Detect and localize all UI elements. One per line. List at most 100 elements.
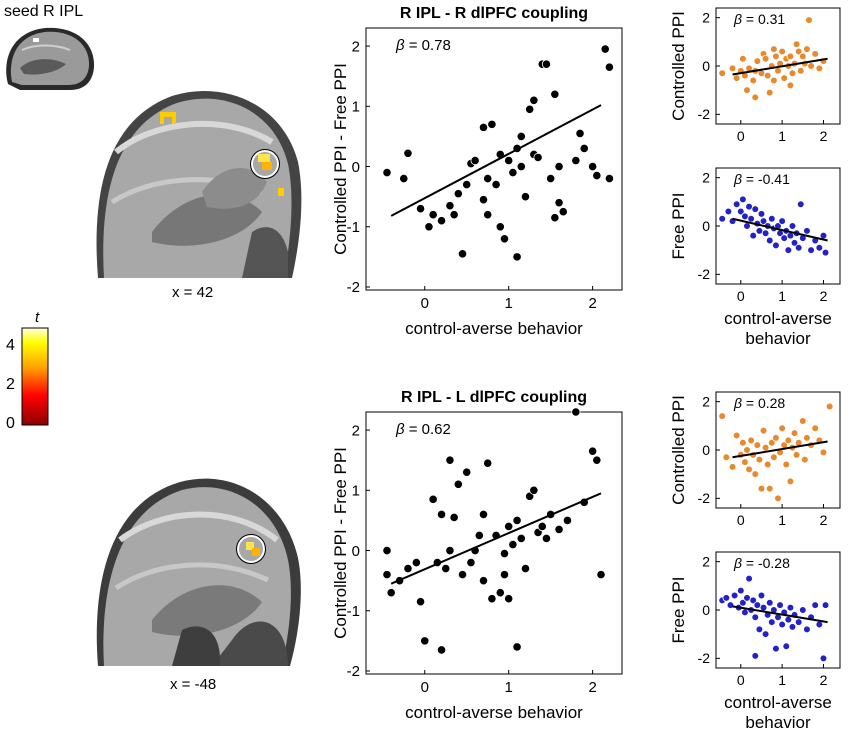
- y-axis-label: Controlled PPI: [669, 395, 688, 505]
- data-point: [807, 246, 815, 254]
- data-point: [508, 167, 518, 178]
- data-point: [441, 563, 451, 574]
- data-point: [403, 563, 413, 574]
- data-point: [774, 494, 782, 503]
- data-point: [749, 596, 757, 605]
- data-point: [600, 44, 610, 54]
- data-point: [483, 210, 493, 220]
- data-point: [474, 530, 484, 541]
- data-point: [755, 227, 764, 235]
- data-point: [739, 438, 747, 447]
- data-point: [541, 533, 552, 544]
- data-point: [792, 451, 801, 459]
- beta-value: = -0.41: [742, 171, 790, 187]
- data-point: [780, 74, 788, 82]
- data-point: [765, 236, 774, 245]
- data-point: [520, 563, 531, 574]
- data-point: [743, 86, 751, 94]
- data-point: [799, 52, 807, 61]
- data-point: [436, 216, 447, 226]
- plot-area-frame: [365, 411, 623, 675]
- x-axis-label: control-averse behavior: [405, 319, 583, 338]
- data-point: [784, 436, 793, 445]
- x-axis-label-line2: behavior: [745, 329, 811, 348]
- data-point: [462, 467, 472, 477]
- data-point: [457, 570, 468, 580]
- data-point: [751, 613, 760, 622]
- data-point: [718, 69, 726, 78]
- beta-symbol: β: [733, 171, 742, 187]
- data-point: [770, 453, 778, 462]
- data-point: [819, 448, 828, 457]
- y-tick-label: -1: [347, 219, 360, 236]
- data-point: [757, 484, 766, 493]
- y-tick-label: -2: [698, 106, 711, 122]
- beta-value: = -0.28: [742, 555, 790, 571]
- chart-bottom-controlled: 0 1 2 -2 0 2 Controlled PPI β = 0.28: [669, 391, 841, 528]
- data-point: [449, 512, 459, 523]
- beta-symbol: β: [395, 421, 405, 438]
- regression-line: [732, 217, 828, 242]
- data-point: [801, 455, 809, 464]
- y-tick-label: 2: [702, 554, 710, 570]
- data-point: [811, 50, 820, 58]
- y-tick-label: -2: [347, 279, 360, 296]
- data-point: [554, 198, 564, 208]
- data-point: [516, 533, 526, 544]
- data-point: [478, 576, 489, 586]
- y-tick-label: 1: [352, 99, 360, 116]
- data-point: [765, 598, 774, 607]
- regression-line: [732, 57, 828, 76]
- x-tick-label: 0: [421, 679, 429, 696]
- data-point: [483, 173, 493, 184]
- data-point: [382, 167, 392, 178]
- y-tick-label: 0: [702, 442, 710, 458]
- seed-brain-thumbnail: [0, 22, 98, 92]
- data-point: [772, 434, 780, 442]
- beta-annotation: β = 0.62: [395, 421, 451, 438]
- data-point: [815, 243, 824, 252]
- y-tick-label: 0: [702, 602, 710, 618]
- chart-bottom-main: R IPL - L dlPFC coupling 0 1 2 -2 -1 0 1 2 contro…: [331, 389, 623, 722]
- beta-annotation: β = -0.28: [733, 555, 790, 571]
- colorbar-tick-4: 4: [6, 337, 15, 354]
- data-point: [759, 603, 768, 612]
- data-point: [776, 601, 784, 609]
- y-tick-label: -1: [347, 603, 360, 620]
- data-point: [778, 47, 786, 56]
- data-point: [445, 545, 455, 556]
- data-point: [592, 455, 602, 465]
- data-point: [780, 234, 788, 242]
- data-point: [770, 45, 778, 53]
- y-tick-label: 1: [352, 483, 360, 500]
- data-point: [786, 52, 795, 61]
- data-point: [428, 210, 438, 220]
- data-point: [761, 630, 770, 638]
- data-point: [732, 200, 741, 209]
- beta-annotation: β = 0.28: [733, 395, 785, 411]
- data-point: [457, 249, 468, 259]
- y-tick-label: 0: [352, 159, 360, 176]
- data-point: [504, 155, 514, 166]
- data-point: [737, 586, 745, 595]
- chart-title: R IPL - R dlPFC coupling: [400, 5, 588, 22]
- data-point: [803, 625, 811, 634]
- beta-symbol: β: [395, 37, 405, 54]
- data-point: [504, 521, 514, 532]
- data-point: [604, 173, 615, 184]
- data-point: [751, 652, 760, 660]
- regression-line: [390, 492, 602, 585]
- x-axis-label-line2: behavior: [745, 713, 811, 732]
- data-point: [533, 152, 543, 163]
- data-point: [753, 441, 762, 449]
- data-point: [550, 89, 560, 99]
- data-point: [732, 74, 741, 82]
- data-point: [745, 574, 753, 583]
- y-tick-label: 0: [352, 543, 360, 560]
- data-point: [525, 104, 535, 114]
- beta-symbol: β: [733, 395, 742, 411]
- data-point: [596, 570, 606, 580]
- data-point: [529, 95, 539, 105]
- data-point: [799, 417, 807, 425]
- x-tick-label: 2: [820, 128, 828, 144]
